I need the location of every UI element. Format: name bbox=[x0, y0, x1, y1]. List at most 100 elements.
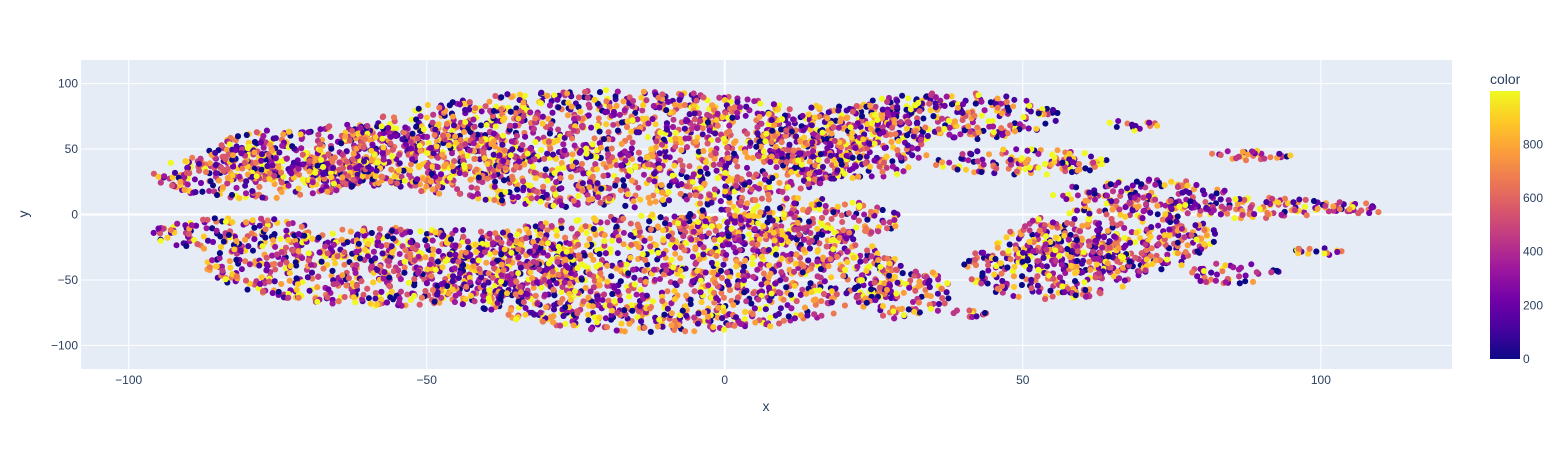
data-point bbox=[868, 173, 875, 180]
data-point bbox=[571, 142, 578, 149]
data-point bbox=[1113, 124, 1120, 130]
data-point bbox=[818, 312, 825, 319]
data-point bbox=[238, 266, 245, 273]
data-point bbox=[620, 177, 627, 184]
data-point bbox=[920, 115, 927, 122]
data-point bbox=[912, 287, 919, 294]
data-point bbox=[365, 295, 372, 302]
data-point bbox=[595, 115, 602, 122]
data-point bbox=[482, 196, 489, 203]
data-point bbox=[799, 286, 806, 293]
data-point bbox=[686, 163, 693, 170]
data-point bbox=[1026, 227, 1033, 234]
data-point bbox=[1202, 199, 1209, 205]
data-point bbox=[483, 122, 490, 128]
data-point bbox=[585, 311, 591, 318]
data-point bbox=[598, 226, 605, 233]
data-point bbox=[644, 134, 651, 141]
data-point bbox=[610, 121, 617, 128]
data-point bbox=[620, 241, 627, 248]
data-point bbox=[635, 184, 642, 191]
data-point bbox=[986, 151, 992, 158]
data-point bbox=[677, 255, 684, 262]
data-point bbox=[1023, 97, 1030, 104]
data-point bbox=[242, 247, 249, 254]
data-point bbox=[1035, 164, 1042, 171]
data-point bbox=[396, 251, 403, 257]
data-point bbox=[637, 286, 644, 293]
data-point bbox=[751, 98, 758, 105]
data-point bbox=[886, 219, 893, 226]
data-point bbox=[979, 156, 986, 163]
data-point bbox=[1219, 268, 1226, 275]
data-point bbox=[860, 282, 867, 289]
data-point bbox=[423, 114, 430, 121]
data-point bbox=[206, 188, 213, 194]
data-point bbox=[1214, 271, 1220, 278]
data-point bbox=[620, 229, 627, 236]
data-point bbox=[830, 310, 837, 317]
data-point bbox=[1011, 96, 1018, 103]
data-point bbox=[530, 284, 537, 291]
data-point bbox=[672, 250, 679, 257]
data-point bbox=[1267, 154, 1274, 161]
data-point bbox=[1080, 257, 1087, 264]
data-point bbox=[718, 206, 725, 213]
data-point bbox=[985, 267, 992, 274]
data-point bbox=[173, 242, 180, 249]
data-point bbox=[1029, 231, 1036, 238]
data-point bbox=[611, 172, 618, 179]
data-point bbox=[385, 262, 392, 269]
data-point bbox=[905, 95, 912, 102]
data-point bbox=[244, 286, 251, 293]
data-point bbox=[474, 185, 480, 192]
data-point bbox=[945, 295, 952, 302]
data-point bbox=[1363, 200, 1370, 207]
data-point bbox=[742, 112, 749, 119]
data-point bbox=[538, 284, 545, 291]
data-point bbox=[423, 231, 430, 237]
data-point bbox=[424, 102, 431, 108]
data-point bbox=[1013, 146, 1020, 153]
data-point bbox=[332, 260, 339, 267]
data-point bbox=[324, 261, 331, 268]
data-point bbox=[1296, 196, 1303, 203]
data-point bbox=[1224, 148, 1231, 155]
data-point bbox=[746, 231, 753, 238]
data-point bbox=[652, 121, 659, 128]
data-point bbox=[191, 176, 198, 183]
data-point bbox=[704, 170, 711, 177]
data-point bbox=[857, 252, 864, 259]
data-point bbox=[372, 295, 379, 302]
data-point bbox=[759, 195, 765, 202]
data-point bbox=[599, 297, 606, 303]
data-point bbox=[1243, 157, 1249, 164]
data-point bbox=[773, 164, 780, 171]
data-point bbox=[861, 211, 868, 218]
data-point bbox=[999, 250, 1006, 257]
data-point bbox=[691, 328, 698, 335]
data-point bbox=[250, 247, 256, 254]
data-point bbox=[341, 261, 348, 268]
data-point bbox=[772, 312, 779, 319]
data-point bbox=[639, 107, 646, 114]
data-point bbox=[591, 277, 598, 284]
data-point bbox=[1155, 222, 1162, 229]
data-point bbox=[777, 277, 784, 284]
data-point bbox=[1325, 208, 1332, 215]
data-point bbox=[652, 144, 659, 151]
data-point bbox=[758, 281, 765, 288]
data-point bbox=[1088, 153, 1094, 160]
data-point bbox=[486, 98, 493, 105]
data-point bbox=[203, 225, 210, 232]
data-point bbox=[799, 112, 806, 119]
data-point bbox=[407, 297, 414, 303]
data-point bbox=[483, 259, 490, 266]
data-point bbox=[889, 158, 896, 165]
data-point bbox=[670, 116, 677, 123]
data-point bbox=[627, 254, 634, 261]
data-point bbox=[637, 156, 644, 163]
data-point bbox=[1321, 245, 1328, 252]
data-point bbox=[1248, 261, 1255, 268]
